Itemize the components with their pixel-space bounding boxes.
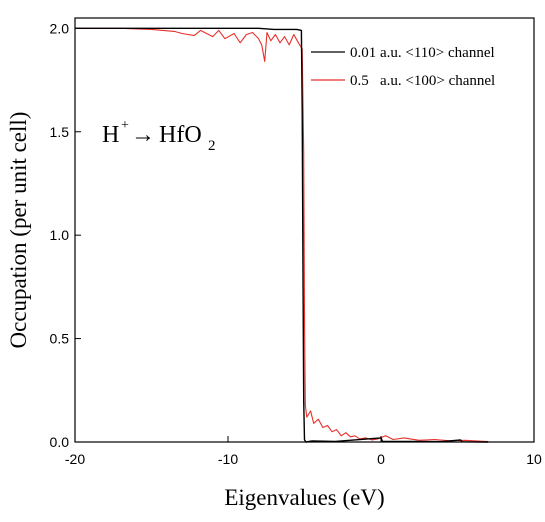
x-tick-label: 10 (526, 451, 542, 467)
series-line-1 (75, 27, 489, 443)
annotation-target: HfO (159, 122, 202, 148)
y-tick-label: 1.5 (50, 124, 70, 140)
y-tick-label: 0.5 (50, 331, 70, 347)
annotation-charge-superscript: + (121, 118, 129, 133)
y-axis-label: Occupation (per unit cell) (6, 112, 31, 349)
x-tick-label: -10 (218, 451, 238, 467)
annotation-subscript: 2 (208, 138, 216, 154)
series-line-0 (75, 27, 489, 443)
x-tick-label: -20 (65, 451, 85, 467)
ticks-layer: -20 -10 0 10 0.0 0.5 1.0 1.5 2.0 (50, 20, 542, 467)
marks-layer (75, 27, 489, 443)
legend: 0.01 a.u. <110> channel 0.5 a.u. <100> c… (311, 45, 495, 89)
y-tick-label: 1.0 (50, 227, 70, 243)
y-tick-label: 0.0 (50, 434, 70, 450)
legend-label-series-1: 0.5 a.u. <100> channel (350, 73, 495, 89)
annotation-projectile: H (102, 122, 119, 148)
y-tick-label: 2.0 (50, 20, 70, 36)
reaction-annotation: H + → HfO 2 (102, 118, 216, 154)
x-tick-label: 0 (377, 451, 385, 467)
legend-label-series-0: 0.01 a.u. <110> channel (350, 45, 495, 61)
x-axis-label: Eigenvalues (eV) (224, 485, 384, 510)
plot-frame (74, 17, 535, 443)
annotation-arrow: → (131, 122, 155, 148)
